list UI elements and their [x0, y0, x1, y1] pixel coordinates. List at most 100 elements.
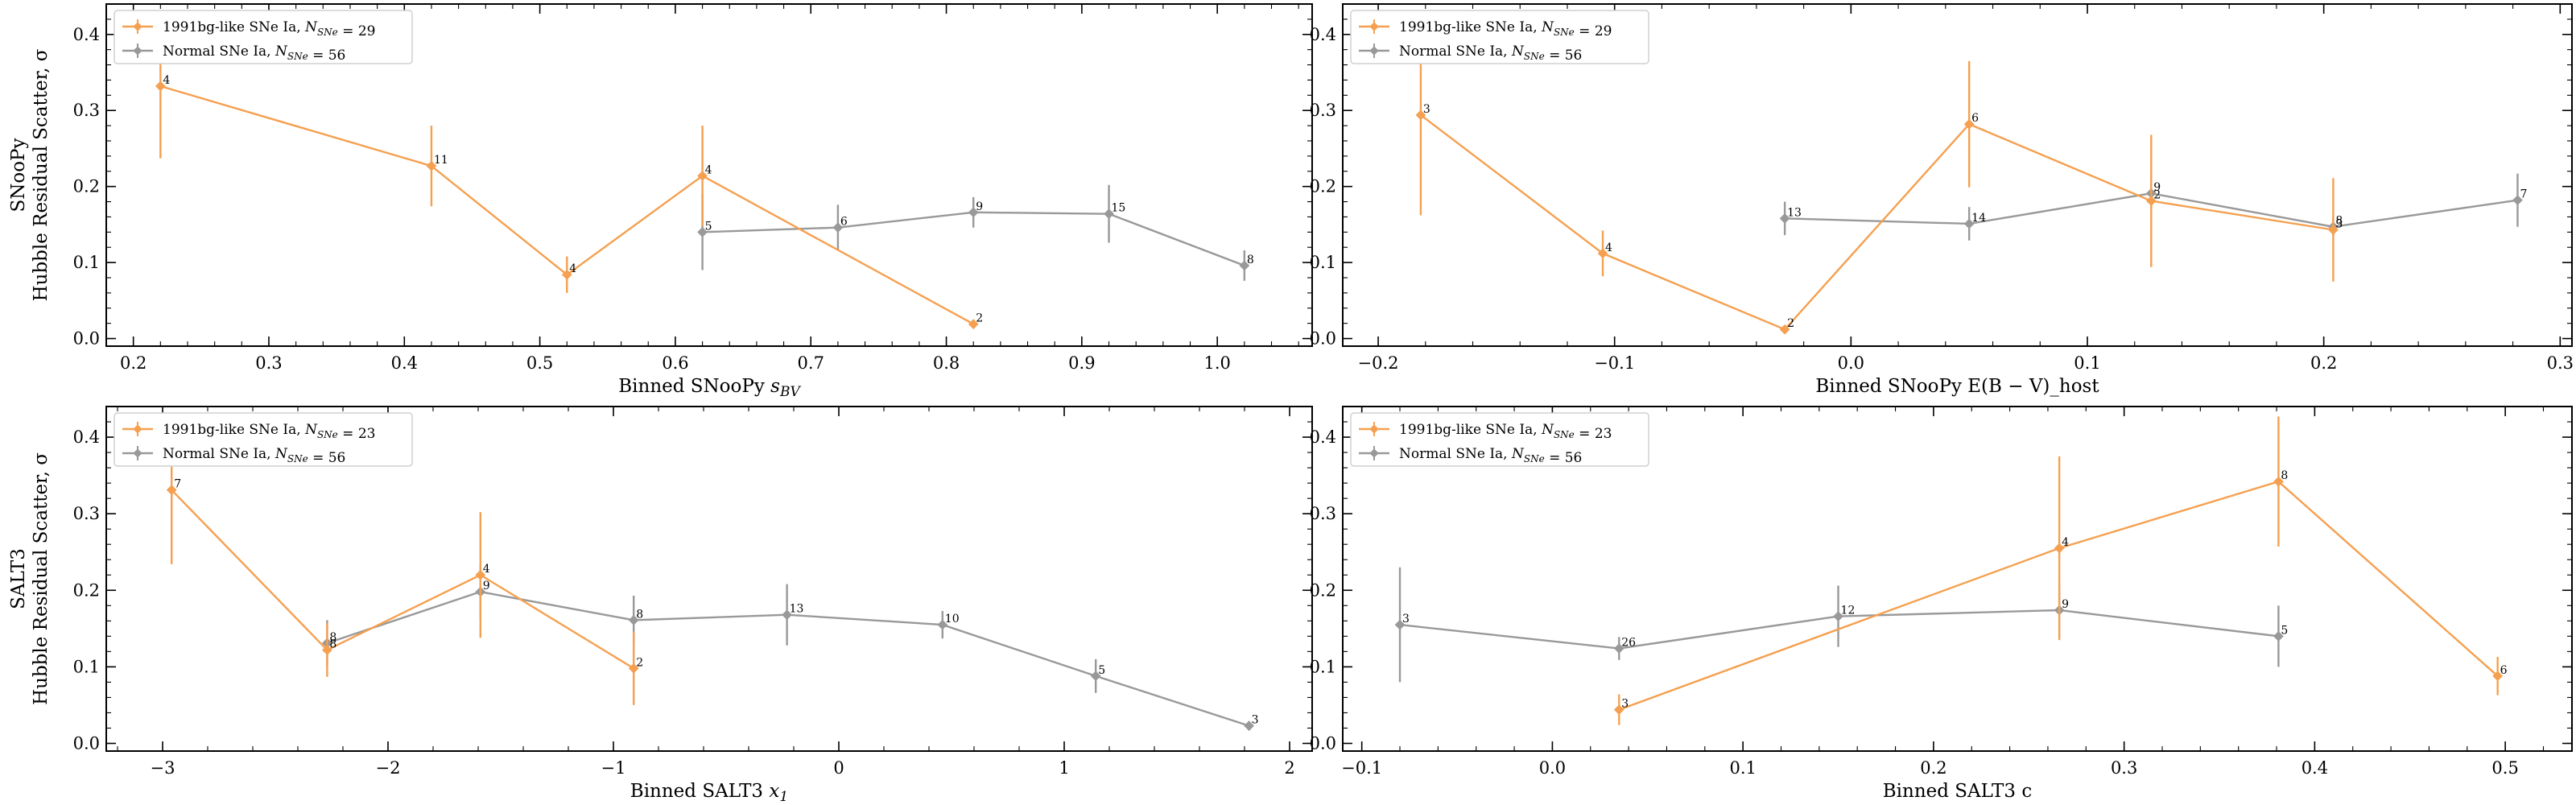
legend-box [114, 412, 413, 467]
y-axis-label: SALT3 [8, 548, 29, 609]
x-tick-label: 0.5 [2491, 758, 2518, 778]
data-point [2145, 196, 2157, 206]
data-point [2273, 630, 2284, 642]
y-tick-label: 0.2 [73, 177, 100, 196]
point-count-label: 2 [976, 312, 983, 325]
x-tick-label: 0.2 [120, 353, 147, 373]
x-tick-label: 2 [1284, 758, 1294, 778]
x-axis-label: Binned SALT3 x1 [630, 781, 788, 805]
point-count-label: 4 [705, 163, 712, 176]
legend: 1991bg-like SNe Ia, NSNe = 23 Normal SNe … [114, 412, 413, 467]
x-tick-label: 0.0 [1539, 758, 1566, 778]
legend-box [114, 10, 413, 64]
chart-panel-1: 0.2 0.3 0.4 0.5 0.6 0.7 0.8 0.9 1.0 0.0 0.1 0.2 0.3 0… [8, 3, 1313, 400]
point-count-label: 2 [636, 656, 643, 669]
series-line [1618, 480, 2499, 711]
series-bg_1991: 3 4 2 6 2 3 [1415, 14, 2343, 335]
y-tick-label: 0.1 [73, 657, 100, 676]
y-tick-label: 0.3 [1310, 504, 1336, 523]
data-point [1779, 213, 1790, 224]
point-count-label: 4 [483, 563, 490, 576]
data-point [2273, 476, 2284, 487]
point-count-label: 7 [2520, 188, 2527, 201]
x-tick-label: 0.0 [1838, 353, 1864, 373]
x-tick-label: 0.3 [255, 353, 282, 373]
legend-label: Normal SNe Ia, NSNe = 56 [1399, 43, 1582, 64]
point-count-label: 12 [1841, 605, 1856, 617]
chart-panel-3: −3 −2 −1 0 1 2 0.0 0.1 0.2 0.3 0.4 Binned SALT3 x1 S… [8, 406, 1313, 805]
y-tick-label: 0.2 [73, 580, 100, 600]
x-tick-label: 0.6 [662, 353, 688, 373]
x-tick-label: −0.1 [1341, 758, 1382, 778]
legend: 1991bg-like SNe Ia, NSNe = 23 Normal SNe … [1350, 412, 1649, 467]
data-point [2328, 225, 2339, 235]
legend-label: Normal SNe Ia, NSNe = 56 [163, 446, 345, 466]
legend-marker [133, 448, 142, 458]
legend-label: Normal SNe Ia, NSNe = 56 [1399, 446, 1582, 466]
point-count-label: 3 [1402, 613, 1410, 625]
y-tick-label: 0.3 [1310, 101, 1336, 120]
point-count-label: 4 [163, 74, 170, 87]
point-count-label: 3 [1621, 698, 1629, 711]
point-count-label: 5 [2281, 624, 2288, 637]
series-normal: 8 9 8 13 10 5 3 [322, 564, 1259, 731]
y-tick-label: 0.2 [1310, 580, 1336, 600]
x-tick-label: 0.1 [1729, 758, 1756, 778]
legend-label: 1991bg-like SNe Ia, NSNe = 23 [1399, 422, 1612, 442]
x-tick-label: 0.8 [933, 353, 960, 373]
y-tick-label: 0.0 [1310, 329, 1336, 349]
x-tick-label: 0.1 [2074, 353, 2100, 373]
x-tick-label: −1 [601, 758, 626, 778]
axes-frame [105, 406, 1313, 752]
x-tick-label: 0.3 [2547, 353, 2574, 373]
point-count-label: 4 [569, 262, 576, 275]
y-tick-label: 0.4 [1310, 25, 1336, 44]
series-line [1420, 114, 2334, 331]
legend-marker [133, 424, 142, 434]
legend-label: 1991bg-like SNe Ia, NSNe = 23 [163, 422, 375, 442]
legend-marker [1369, 448, 1379, 458]
point-count-label: 26 [1621, 637, 1636, 650]
y-tick-label: 0.0 [73, 329, 100, 349]
point-count-label: 14 [1971, 212, 1986, 225]
point-count-label: 2 [2153, 189, 2161, 202]
x-tick-label: 0.2 [1920, 758, 1946, 778]
legend: 1991bg-like SNe Ia, NSNe = 29 Normal SNe … [1350, 10, 1649, 64]
series-line [171, 489, 634, 670]
series-normal: 3 26 12 9 5 [1394, 567, 2288, 683]
point-count-label: 8 [1247, 254, 1254, 266]
y-tick-label: 0.1 [73, 253, 100, 272]
y-tick-label: 0.3 [73, 504, 100, 523]
chart-panel-2: −0.2 −0.1 0.0 0.1 0.2 0.3 0.0 0.1 0.2 0.3 0.4 Binne… [1310, 3, 2574, 397]
point-count-label: 8 [329, 638, 336, 650]
legend-marker [1369, 22, 1379, 31]
x-tick-label: 0.7 [798, 353, 824, 373]
point-count-label: 9 [483, 580, 490, 592]
data-point [1833, 611, 1843, 621]
series-bg_1991: 4 11 4 4 2 [155, 14, 983, 329]
point-count-label: 3 [1423, 103, 1430, 116]
data-point [2054, 543, 2065, 554]
x-tick-label: 1 [1059, 758, 1069, 778]
y-tick-label: 0.1 [1310, 657, 1336, 676]
point-count-label: 8 [329, 631, 336, 644]
y-tick-label: 0.0 [1310, 733, 1336, 753]
series-normal: 13 14 9 8 7 [1779, 173, 2527, 241]
y-tick-label: 0.4 [1310, 427, 1336, 447]
x-tick-label: 0.5 [526, 353, 553, 373]
x-tick-label: 0 [833, 758, 844, 778]
data-point [155, 80, 166, 92]
x-tick-label: 0.4 [391, 353, 418, 373]
y-tick-label: 0.2 [1310, 177, 1336, 196]
x-tick-label: −0.2 [1358, 353, 1399, 373]
point-count-label: 6 [2500, 664, 2508, 677]
x-tick-label: 0.9 [1068, 353, 1095, 373]
x-axis-label: Binned SALT3 c [1883, 781, 2032, 802]
axes-frame [1342, 406, 2573, 752]
data-point [2512, 195, 2523, 206]
y-tick-label: 0.4 [73, 427, 100, 447]
point-count-label: 15 [1112, 202, 1126, 215]
data-point [2492, 671, 2504, 682]
data-point [1963, 118, 1975, 130]
